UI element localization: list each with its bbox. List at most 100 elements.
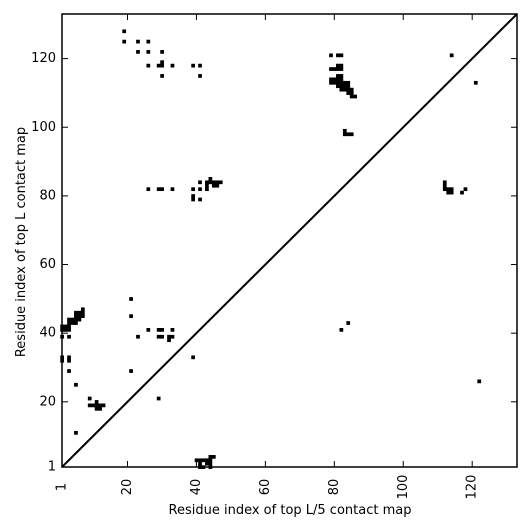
contact-cell bbox=[346, 87, 351, 92]
contact-cell bbox=[329, 53, 333, 58]
contact-cell bbox=[160, 328, 164, 332]
contact-cell bbox=[208, 177, 213, 181]
contact-cell bbox=[63, 324, 68, 329]
contact-cell bbox=[122, 39, 127, 44]
contact-cell bbox=[342, 132, 347, 137]
contact-cell bbox=[332, 67, 337, 71]
contact-cell bbox=[349, 91, 354, 95]
x-tick-label: 20 bbox=[120, 479, 135, 496]
contact-cell bbox=[201, 458, 206, 463]
contact-cell bbox=[170, 187, 175, 192]
contact-cell bbox=[80, 307, 85, 312]
contact-cell bbox=[67, 317, 71, 322]
contact-cell bbox=[336, 53, 340, 58]
contact-cell bbox=[336, 74, 340, 78]
contact-cell bbox=[98, 406, 102, 411]
contact-cell bbox=[342, 84, 347, 89]
contact-cell bbox=[346, 80, 351, 85]
contact-cell bbox=[129, 297, 133, 301]
contact-cell bbox=[67, 358, 71, 363]
contact-cell bbox=[67, 334, 71, 339]
contact-cell bbox=[346, 132, 351, 137]
contact-cell bbox=[211, 183, 216, 188]
contact-cell bbox=[101, 403, 106, 408]
contact-cell bbox=[146, 63, 151, 68]
contact-cell bbox=[208, 461, 213, 466]
x-tick-label: 40 bbox=[189, 479, 204, 496]
contact-cell bbox=[156, 63, 161, 68]
contact-cell bbox=[329, 77, 333, 82]
contact-cell bbox=[353, 94, 358, 99]
contact-cell bbox=[77, 317, 82, 322]
contact-cell bbox=[198, 458, 202, 463]
contact-cell bbox=[205, 180, 209, 185]
contact-cell bbox=[160, 74, 164, 78]
contact-cell bbox=[67, 369, 71, 373]
x-axis-label: Residue index of top L/5 contact map bbox=[169, 503, 412, 518]
y-tick-label: 40 bbox=[39, 326, 56, 341]
contact-cell bbox=[339, 53, 344, 58]
contact-cell bbox=[74, 382, 78, 387]
y-tick-label: 100 bbox=[31, 120, 56, 135]
contact-cell bbox=[170, 328, 175, 332]
contact-cell bbox=[446, 187, 451, 192]
contact-cell bbox=[477, 379, 482, 384]
contact-cell bbox=[80, 310, 85, 315]
contact-cell bbox=[442, 180, 447, 185]
contact-cell bbox=[170, 334, 175, 339]
contact-cell bbox=[63, 328, 68, 332]
contact-cell bbox=[87, 396, 92, 401]
contact-cell bbox=[446, 190, 451, 195]
contact-cell bbox=[460, 190, 464, 195]
diagonal-line bbox=[61, 13, 518, 468]
contact-cell bbox=[198, 461, 202, 466]
contact-cell bbox=[156, 396, 161, 401]
contact-cell bbox=[211, 180, 216, 185]
x-tick-label: 100 bbox=[396, 475, 411, 500]
contact-cell bbox=[167, 338, 171, 343]
contact-cell bbox=[346, 84, 351, 89]
contact-cell bbox=[349, 94, 354, 99]
contact-cell bbox=[339, 67, 344, 71]
y-tick-label: 60 bbox=[39, 257, 56, 272]
contact-cell bbox=[136, 334, 140, 339]
contact-cell bbox=[339, 77, 344, 82]
x-tick-label: 1 bbox=[55, 483, 70, 491]
contact-cell bbox=[77, 314, 82, 319]
plot-area bbox=[60, 13, 518, 470]
contact-cell bbox=[342, 128, 347, 133]
contact-cell bbox=[349, 132, 354, 137]
contact-cell bbox=[215, 180, 220, 185]
y-tick-label: 1 bbox=[48, 460, 56, 475]
contact-cell bbox=[215, 183, 220, 188]
contact-cell bbox=[191, 187, 196, 192]
x-tick-label: 80 bbox=[327, 479, 342, 496]
contact-cell bbox=[208, 180, 213, 185]
contact-cell bbox=[336, 63, 340, 68]
contact-cell bbox=[198, 74, 202, 78]
contact-cell bbox=[74, 317, 78, 322]
contact-cell bbox=[449, 187, 454, 192]
contact-cell bbox=[463, 187, 468, 192]
contact-cell bbox=[74, 310, 78, 315]
contact-cell bbox=[156, 328, 161, 332]
contact-cell bbox=[74, 321, 78, 325]
contact-cell bbox=[336, 67, 340, 71]
contact-cell bbox=[170, 63, 175, 68]
contact-cell bbox=[129, 314, 133, 319]
y-axis-label: Residue index of top L contact map bbox=[14, 127, 29, 357]
contact-cell bbox=[146, 50, 151, 54]
contact-cell bbox=[136, 39, 140, 44]
contact-cell bbox=[70, 321, 75, 325]
contact-cell bbox=[80, 314, 85, 319]
contact-cell bbox=[336, 77, 340, 82]
contact-cell bbox=[160, 334, 164, 339]
contact-cell bbox=[473, 80, 478, 85]
contact-cell bbox=[160, 187, 164, 192]
contact-cell bbox=[91, 403, 96, 408]
contact-cell bbox=[146, 187, 151, 192]
contact-cell bbox=[205, 187, 209, 192]
contact-cell bbox=[339, 328, 344, 332]
